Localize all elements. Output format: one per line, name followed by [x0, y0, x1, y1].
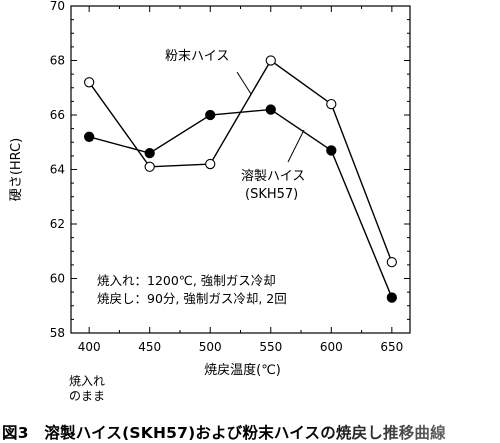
open-circle-point	[144, 161, 155, 172]
series-label-powder: 粉末ハイス	[165, 49, 229, 64]
filled-circle-point	[386, 292, 397, 303]
x-tick-label: 400	[78, 340, 101, 354]
y-tick-label: 68	[50, 54, 65, 68]
leader-line-powder	[236, 71, 252, 95]
y-tick-label: 66	[50, 108, 65, 122]
caption-fade	[302, 424, 500, 443]
y-tick-label: 70	[50, 0, 65, 13]
series-label-melt: 溶製ハイス	[241, 169, 305, 184]
process-note: 焼入れ：1200℃, 強制ガス冷却	[97, 273, 276, 288]
x-quench-label: のまま	[69, 389, 105, 403]
x-tick-label: 500	[199, 340, 222, 354]
axes	[70, 5, 411, 334]
y-tick-label: 58	[50, 326, 65, 340]
series-line-1	[88, 108, 393, 298]
x-axis-title: 焼戻温度(℃)	[204, 362, 281, 378]
open-circle-point	[205, 158, 216, 170]
x-tick-label: 650	[380, 340, 403, 354]
y-tick-label: 62	[50, 217, 65, 231]
y-tick-label: 60	[50, 272, 65, 286]
labels-layer: 400 450 500 550 600 650 58 60 62 64 66 68 70 焼戻温度(℃) 硬…	[9, 0, 403, 403]
process-note: 焼戻し：90分, 強制ガス冷却, 2回	[97, 291, 287, 306]
open-circle-point	[84, 77, 95, 88]
leader-line-melt	[287, 129, 305, 163]
x-tick-label: 550	[259, 340, 282, 354]
filled-circle-point	[84, 131, 95, 142]
series-label-melt-sub: (SKH57)	[245, 187, 298, 202]
x-tick-label: 600	[320, 340, 343, 354]
filled-circle-point	[144, 147, 155, 159]
open-circle-point	[326, 98, 337, 110]
y-axis-title: 硬さ(HRC)	[9, 138, 24, 201]
series-line-0	[88, 59, 393, 263]
y-tick-label: 64	[50, 163, 65, 177]
x-quench-label: 焼入れ	[69, 374, 105, 388]
open-circle-point	[386, 256, 397, 268]
filled-circle-point	[326, 145, 337, 156]
filled-circle-point	[265, 104, 276, 115]
open-circle-point	[265, 55, 276, 66]
series-layer	[84, 55, 397, 303]
x-tick-label: 450	[138, 340, 161, 354]
filled-circle-point	[205, 109, 216, 121]
